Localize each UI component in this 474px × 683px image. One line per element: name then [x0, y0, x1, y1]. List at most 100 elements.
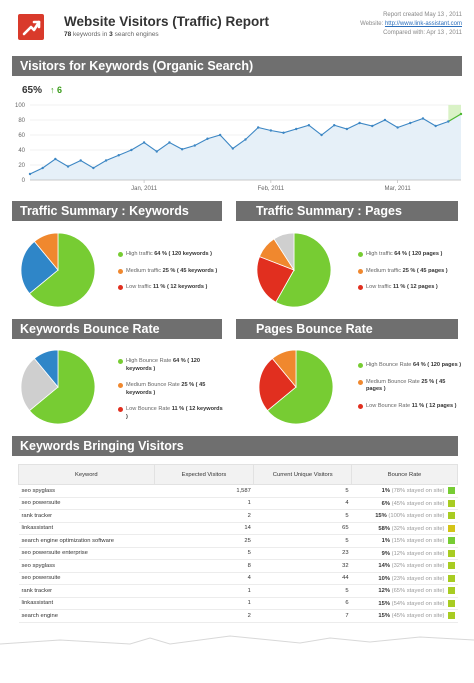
pie-slice-medium-traffic: [20, 240, 59, 295]
legend-item: Medium Bounce Rate 25 % ( 45 pages ): [358, 379, 463, 394]
bounce-rate-cell: 15% (45% stayed on site): [351, 609, 458, 623]
expected-visitors-cell: 2: [154, 509, 254, 523]
data-point: [371, 124, 374, 128]
data-point: [180, 148, 184, 151]
keyword-cell: seo spyglass: [18, 559, 155, 573]
legend-name: Low Bounce Rate: [366, 402, 412, 409]
legend-dot-icon: [358, 403, 363, 409]
legend-name: High Bounce Rate: [126, 358, 173, 364]
legend-value: 64 % ( 120 pages ): [394, 251, 443, 257]
table-row: linkassistant 14 65 58% (32% stayed on site…: [18, 522, 458, 535]
legend-name: Low traffic: [126, 284, 153, 290]
section-traffic-keywords-heading: Traffic Summary : Keywords: [12, 201, 222, 221]
current-visitors-cell: 32: [253, 559, 352, 573]
expected-visitors-cell: 25: [154, 534, 254, 548]
report-created: Report created May 13 , 2011: [383, 12, 462, 18]
legend-item: Low traffic 11 % ( 12 keywords ): [118, 284, 223, 292]
data-point: [104, 159, 108, 162]
col-keyword[interactable]: Keyword: [18, 464, 155, 485]
pie-slice-high-bounce-rate: [28, 349, 96, 425]
expected-visitors-cell: 4: [154, 572, 254, 585]
legend-item: High Bounce Rate 64 % ( 120 keywords ): [118, 358, 223, 373]
legend-item: High traffic 64 % ( 120 pages ): [358, 251, 463, 259]
legend-name: Medium Bounce Rate: [366, 378, 422, 385]
keyword-cell: linkassistant: [18, 597, 155, 610]
rate-indicator-icon: [447, 549, 455, 557]
x-tick-label: Jan, 2011: [131, 186, 158, 192]
current-visitors-cell: 23: [253, 547, 352, 560]
bounce-rate-cell: 9% (12% stayed on site): [351, 547, 458, 560]
rate-indicator-icon: [447, 487, 455, 495]
legend-dot-icon: [358, 379, 363, 385]
website-link[interactable]: http://www.link-assistant.com: [384, 21, 462, 27]
bounce-rate-cell: 10% (23% stayed on site): [351, 572, 458, 585]
legend-dot-icon: [118, 359, 123, 364]
data-point: [66, 165, 70, 168]
section-traffic-pages-heading: Traffic Summary : Pages: [236, 201, 458, 221]
current-visitors-cell: 4: [253, 497, 352, 510]
y-tick-label: 100: [15, 103, 26, 109]
legend-name: Low Bounce Rate: [126, 406, 172, 412]
legend-name: Medium traffic: [126, 267, 163, 274]
expected-visitors-cell: 8: [154, 559, 254, 573]
keyword-cell: seo powersuite: [18, 572, 155, 585]
visitors-change: ↑ 6: [50, 85, 63, 95]
data-point: [256, 126, 260, 129]
current-visitors-cell: 5: [253, 484, 352, 498]
traffic-pages-legend: High traffic 64 % ( 120 pages ) Medium tr…: [358, 251, 463, 301]
report-header: Website Visitors (Traffic) Report 78 key…: [0, 0, 474, 50]
table-row: seo powersuite 4 44 10% (23% stayed on site…: [18, 572, 458, 585]
traffic-keywords-legend: High traffic 64 % ( 120 keywords ) Medium…: [118, 251, 223, 301]
data-point: [409, 121, 412, 125]
data-point: [396, 126, 399, 129]
section-bounce-pages-heading: Pages Bounce Rate: [236, 319, 458, 339]
pie-slice-medium-bounce-rate: [258, 357, 297, 412]
data-point: [307, 124, 311, 127]
legend-value: 64 % ( 120 keywords ): [126, 358, 201, 372]
data-point: [320, 133, 323, 137]
rate-indicator-icon: [447, 512, 455, 520]
pie-slice-medium-bounce-rate: [20, 357, 59, 412]
data-point: [28, 172, 32, 176]
trend-logo-icon: [18, 14, 44, 40]
rate-indicator-icon: [447, 562, 455, 570]
data-point: [79, 159, 82, 162]
legend-name: Low traffic: [366, 284, 393, 290]
current-visitors-cell: 5: [253, 534, 352, 548]
expected-visitors-cell: 1: [154, 597, 254, 610]
legend-dot-icon: [118, 407, 123, 412]
data-point: [92, 166, 95, 170]
bounce-rate-cell: 15% (100% stayed on site): [351, 509, 458, 523]
current-visitors-cell: 5: [253, 584, 352, 598]
table-row: seo powersuite enterprise 5 23 9% (12% stay…: [18, 547, 458, 560]
col-expected-visitors[interactable]: Expected Visitors: [153, 464, 255, 485]
table-row: seo spyglass 1,587 5 1% (78% stayed on site…: [18, 484, 458, 498]
col-current-visitors[interactable]: Current Unique Visitors: [253, 464, 353, 485]
data-point: [421, 117, 425, 120]
pie-slice-low-bounce-rate: [33, 349, 59, 389]
legend-value: 11 % ( 12 keywords ): [126, 406, 223, 420]
data-point: [447, 120, 450, 123]
legend-value: 11 % ( 12 keywords ): [152, 284, 208, 290]
data-point: [206, 137, 209, 140]
bounce-rate-cell: 1% (78% stayed on site): [351, 484, 458, 498]
data-point: [269, 129, 273, 132]
current-visitors-cell: 44: [253, 572, 352, 585]
bounce-keywords-pie: [20, 349, 96, 425]
traffic-pages-pie: [256, 232, 332, 308]
data-point: [459, 112, 463, 116]
pie-slice-low-traffic: [33, 232, 59, 272]
rate-indicator-icon: [447, 612, 455, 620]
data-point: [54, 157, 57, 161]
section-bringing-heading: Keywords Bringing Visitors: [12, 436, 458, 456]
legend-item: Low traffic 11 % ( 12 pages ): [358, 284, 463, 292]
website-label: Website:: [360, 21, 384, 27]
col-bounce-rate[interactable]: Bounce Rate: [351, 464, 458, 485]
data-point: [333, 124, 336, 127]
keywords-table: Keyword Expected Visitors Current Unique…: [18, 464, 458, 623]
data-point: [41, 166, 44, 170]
legend-name: High traffic: [126, 251, 155, 257]
report-title: Website Visitors (Traffic) Report: [64, 14, 270, 29]
legend-value: 25 % ( 45 pages ): [366, 378, 446, 393]
legend-dot-icon: [358, 268, 363, 274]
